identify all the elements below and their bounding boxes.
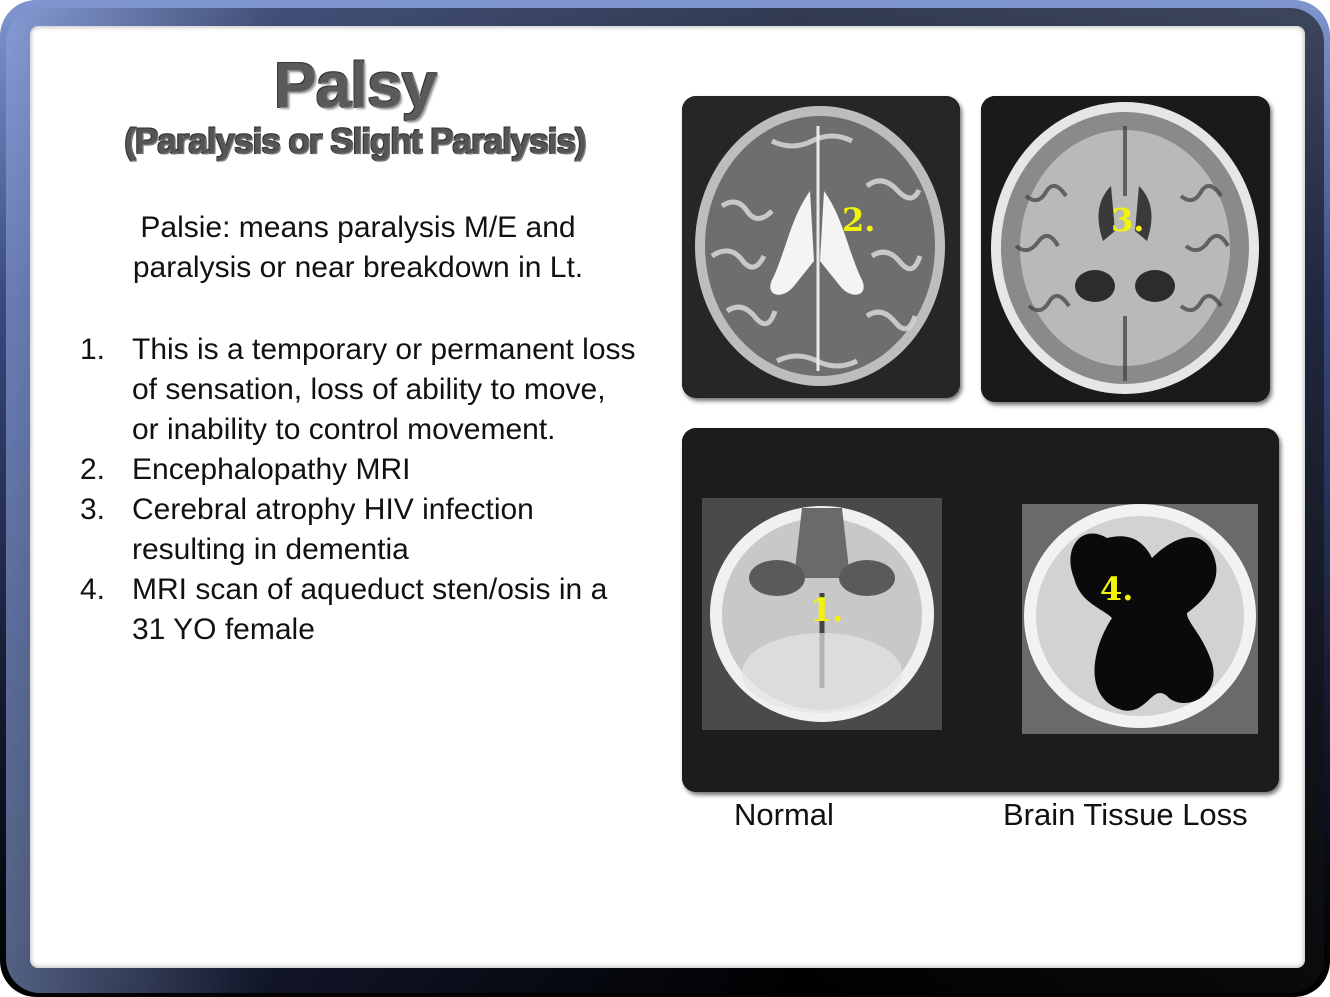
intro-text: Palsie: means paralysis M/E and paralysi… — [132, 211, 584, 284]
list-text: Encephalopathy MRI — [132, 453, 411, 486]
caption-normal: Normal — [734, 797, 834, 832]
list-item: 4. MRI scan of aqueduct sten/osis in a 3… — [80, 570, 640, 650]
list-text: This is a temporary or permanent loss of… — [132, 333, 636, 446]
bullet-list: 1. This is a temporary or permanent loss… — [80, 330, 640, 650]
mri-comparison-panel: 1. 4. — [682, 428, 1279, 792]
list-text: Cerebral atrophy HIV infection resulting… — [132, 493, 534, 566]
mri-label-2: 2. — [842, 201, 875, 239]
list-item: 1. This is a temporary or permanent loss… — [80, 330, 640, 450]
mri-atrophy-graphic: 3. — [981, 96, 1270, 402]
caption-brain-tissue-loss: Brain Tissue Loss — [1003, 797, 1248, 832]
mri-label-1: 1. — [810, 591, 843, 629]
slide-title: Palsy — [273, 49, 437, 121]
list-item: 2. Encephalopathy MRI — [80, 450, 640, 490]
mri-encephalopathy-graphic: 2. — [682, 96, 960, 398]
mri-comparison-graphic: 1. 4. — [682, 428, 1279, 792]
list-text: MRI scan of aqueduct sten/osis in a 31 Y… — [132, 573, 608, 646]
mri-image-atrophy: 3. — [981, 96, 1270, 402]
mri-label-3: 3. — [1111, 201, 1144, 239]
list-number: 3. — [80, 493, 106, 526]
mri-label-4: 4. — [1100, 570, 1133, 608]
mri-image-encephalopathy: 2. — [682, 96, 960, 398]
list-number: 1. — [80, 333, 106, 366]
list-number: 2. — [80, 453, 106, 486]
slide-subtitle: (Paralysis or Slight Paralysis) — [124, 122, 586, 161]
list-number: 4. — [80, 573, 106, 606]
list-item: 3. Cerebral atrophy HIV infection result… — [80, 490, 640, 570]
